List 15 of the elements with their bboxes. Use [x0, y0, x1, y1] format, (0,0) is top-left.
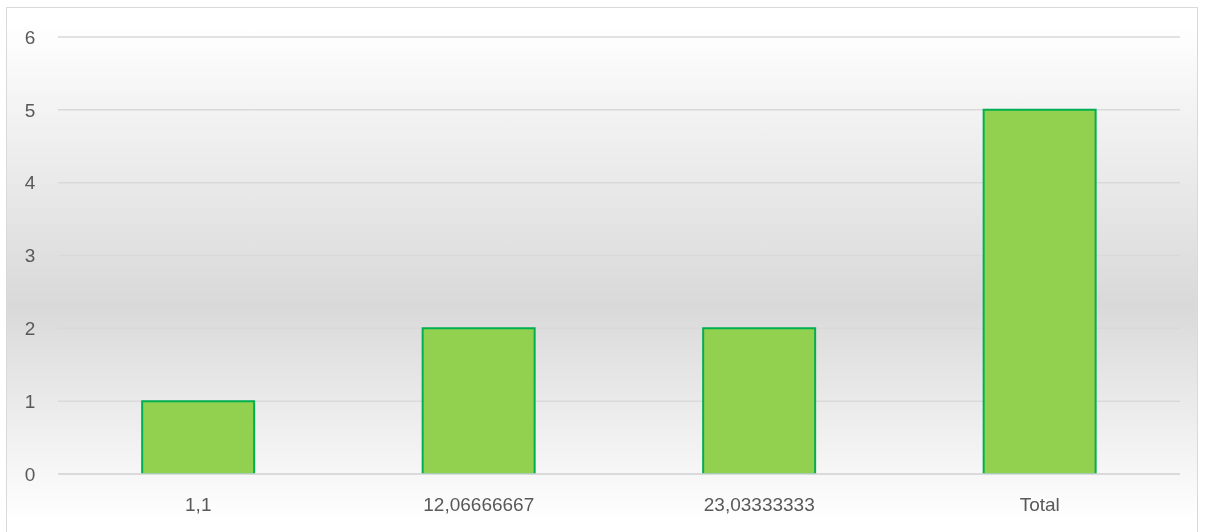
bar	[982, 108, 1097, 474]
y-tick-label: 6	[24, 26, 36, 48]
bar	[421, 327, 536, 474]
x-tick-label: 1,1	[185, 494, 212, 516]
x-tick-label: 12,06666667	[423, 494, 535, 516]
y-tick-label: 1	[24, 390, 36, 412]
bar	[141, 400, 256, 474]
y-tick-label: 2	[24, 318, 36, 340]
x-tick-label: 23,03333333	[703, 494, 815, 516]
y-tick-label: 5	[24, 99, 36, 121]
y-tick-label: 0	[24, 463, 36, 485]
bar	[702, 327, 817, 474]
x-tick-label: Total	[1019, 494, 1060, 516]
y-tick-label: 4	[24, 172, 36, 194]
y-tick-label: 3	[24, 245, 36, 267]
